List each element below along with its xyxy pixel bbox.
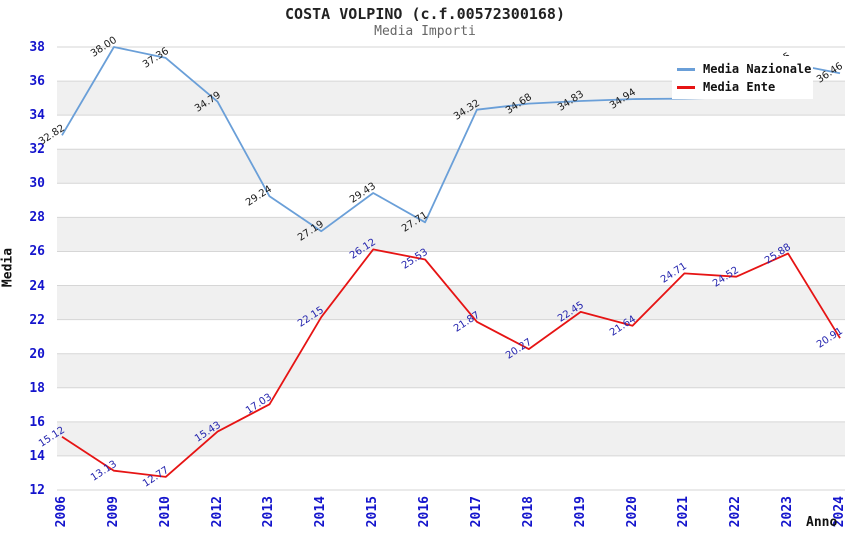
stripe-band bbox=[57, 217, 845, 252]
series-line-media-ente bbox=[61, 248, 841, 478]
legend-label-media-ente: Media Ente bbox=[703, 80, 776, 94]
legend-label-media-nazionale: Media Nazionale bbox=[703, 62, 812, 76]
x-axis-title: Anno bbox=[806, 515, 838, 530]
legend-item-media-ente: Media Ente bbox=[672, 78, 813, 96]
stripe-band bbox=[57, 353, 845, 388]
legend: Media Nazionale Media Ente bbox=[672, 56, 813, 99]
legend-line-swatch-blue bbox=[677, 67, 695, 71]
legend-item-media-nazionale: Media Nazionale bbox=[672, 60, 813, 78]
chart-title: COSTA VOLPINO (c.f.00572300168) bbox=[285, 5, 565, 23]
y-axis-title: Media bbox=[0, 247, 16, 288]
legend-line-swatch-red bbox=[677, 85, 695, 89]
chart-subtitle: Media Importi bbox=[374, 24, 476, 39]
stripe-band bbox=[57, 421, 845, 456]
